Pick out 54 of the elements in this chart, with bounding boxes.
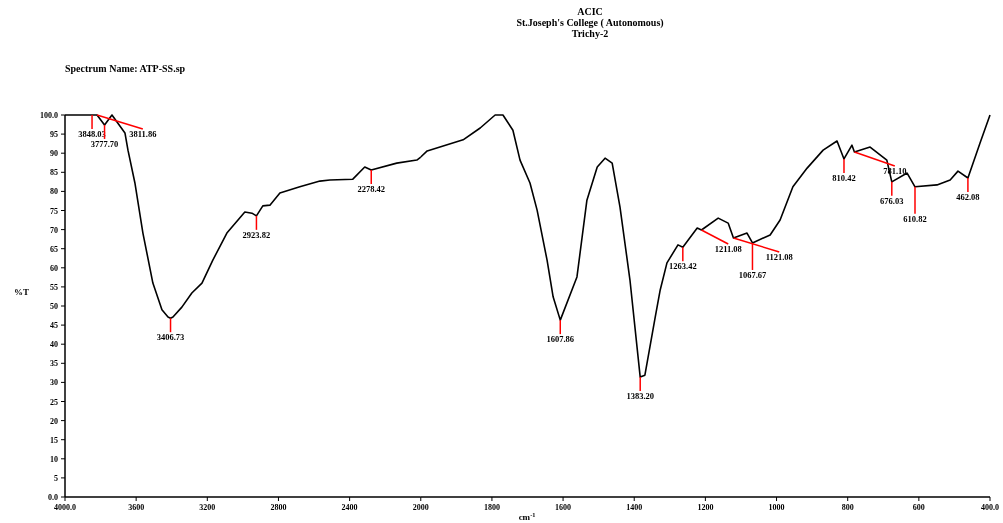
y-tick-label: 25 [50,397,58,407]
x-tick-label: 2800 [270,503,287,512]
y-tick-label: 45 [50,321,58,331]
x-tick-label: 2400 [341,503,358,512]
x-axis-title: cm$^{-1}$ [518,510,536,522]
x-tick-label: 600 [912,503,925,512]
y-tick-label: 0.0 [48,493,58,502]
y-tick-label: 30 [50,378,58,388]
y-tick-label: 80 [50,187,58,197]
x-tick-label: 3200 [199,503,216,512]
y-tick-label: 60 [50,263,58,273]
annotation: 2923.82 [242,229,271,240]
x-tick-label: 3600 [128,503,145,512]
annotation: 3406.73 [156,332,185,343]
annotation: 462.08 [956,192,980,203]
y-tick-label: 70 [50,225,58,235]
y-tick-label: 40 [50,340,58,350]
annotation: 3777.70 [90,138,119,149]
x-tick-label: 1400 [626,503,643,512]
x-tick-label: 1200 [697,503,714,512]
y-tick-label: 75 [50,206,58,216]
annotation: 1067.67 [738,269,768,280]
y-tick-label: 95 [50,130,58,140]
annotation: 1383.20 [626,391,655,402]
x-tick-label: 1000 [768,503,785,512]
y-tick-label: 20 [50,416,58,426]
annotation: 1211.08 [714,243,742,254]
chart-subtitle: Spectrum Name: ATP-SS.sp [65,63,186,74]
y-tick-label: 35 [50,359,58,369]
y-tick-label: 10 [50,454,58,464]
annotation: 3811.86 [129,129,157,139]
chart-title: ACIC St.Joseph's College ( Autonomous) Trichy-2 [516,6,664,39]
x-tick-label: 1600 [555,503,572,512]
annotation: 810.42 [832,172,856,183]
x-tick-label: 1800 [483,503,500,512]
x-tick-label: 800 [841,503,854,512]
annotation: 676.03 [880,195,904,206]
y-tick-label: 55 [50,282,58,292]
x-tick-label: 2000 [412,503,429,512]
x-tick-label: 4000.0 [54,503,76,512]
y-tick-label: 50 [50,302,58,311]
annotation: 2278.42 [357,184,386,195]
y-tick-label: 100.0 [40,111,58,120]
y-tick-label: 65 [50,244,58,254]
annotation: 1121.08 [765,252,793,262]
annotation: 1263.42 [669,261,697,272]
y-tick-label: 90 [50,149,58,159]
x-tick-label: 400.0 [981,503,999,512]
y-axis-title: %T [14,286,30,297]
y-tick-label: 85 [50,168,58,178]
y-tick-label: 5 [54,473,58,483]
y-tick-label: 15 [50,435,58,445]
annotation: 1607.86 [546,334,575,345]
annotation: 610.82 [903,213,927,224]
